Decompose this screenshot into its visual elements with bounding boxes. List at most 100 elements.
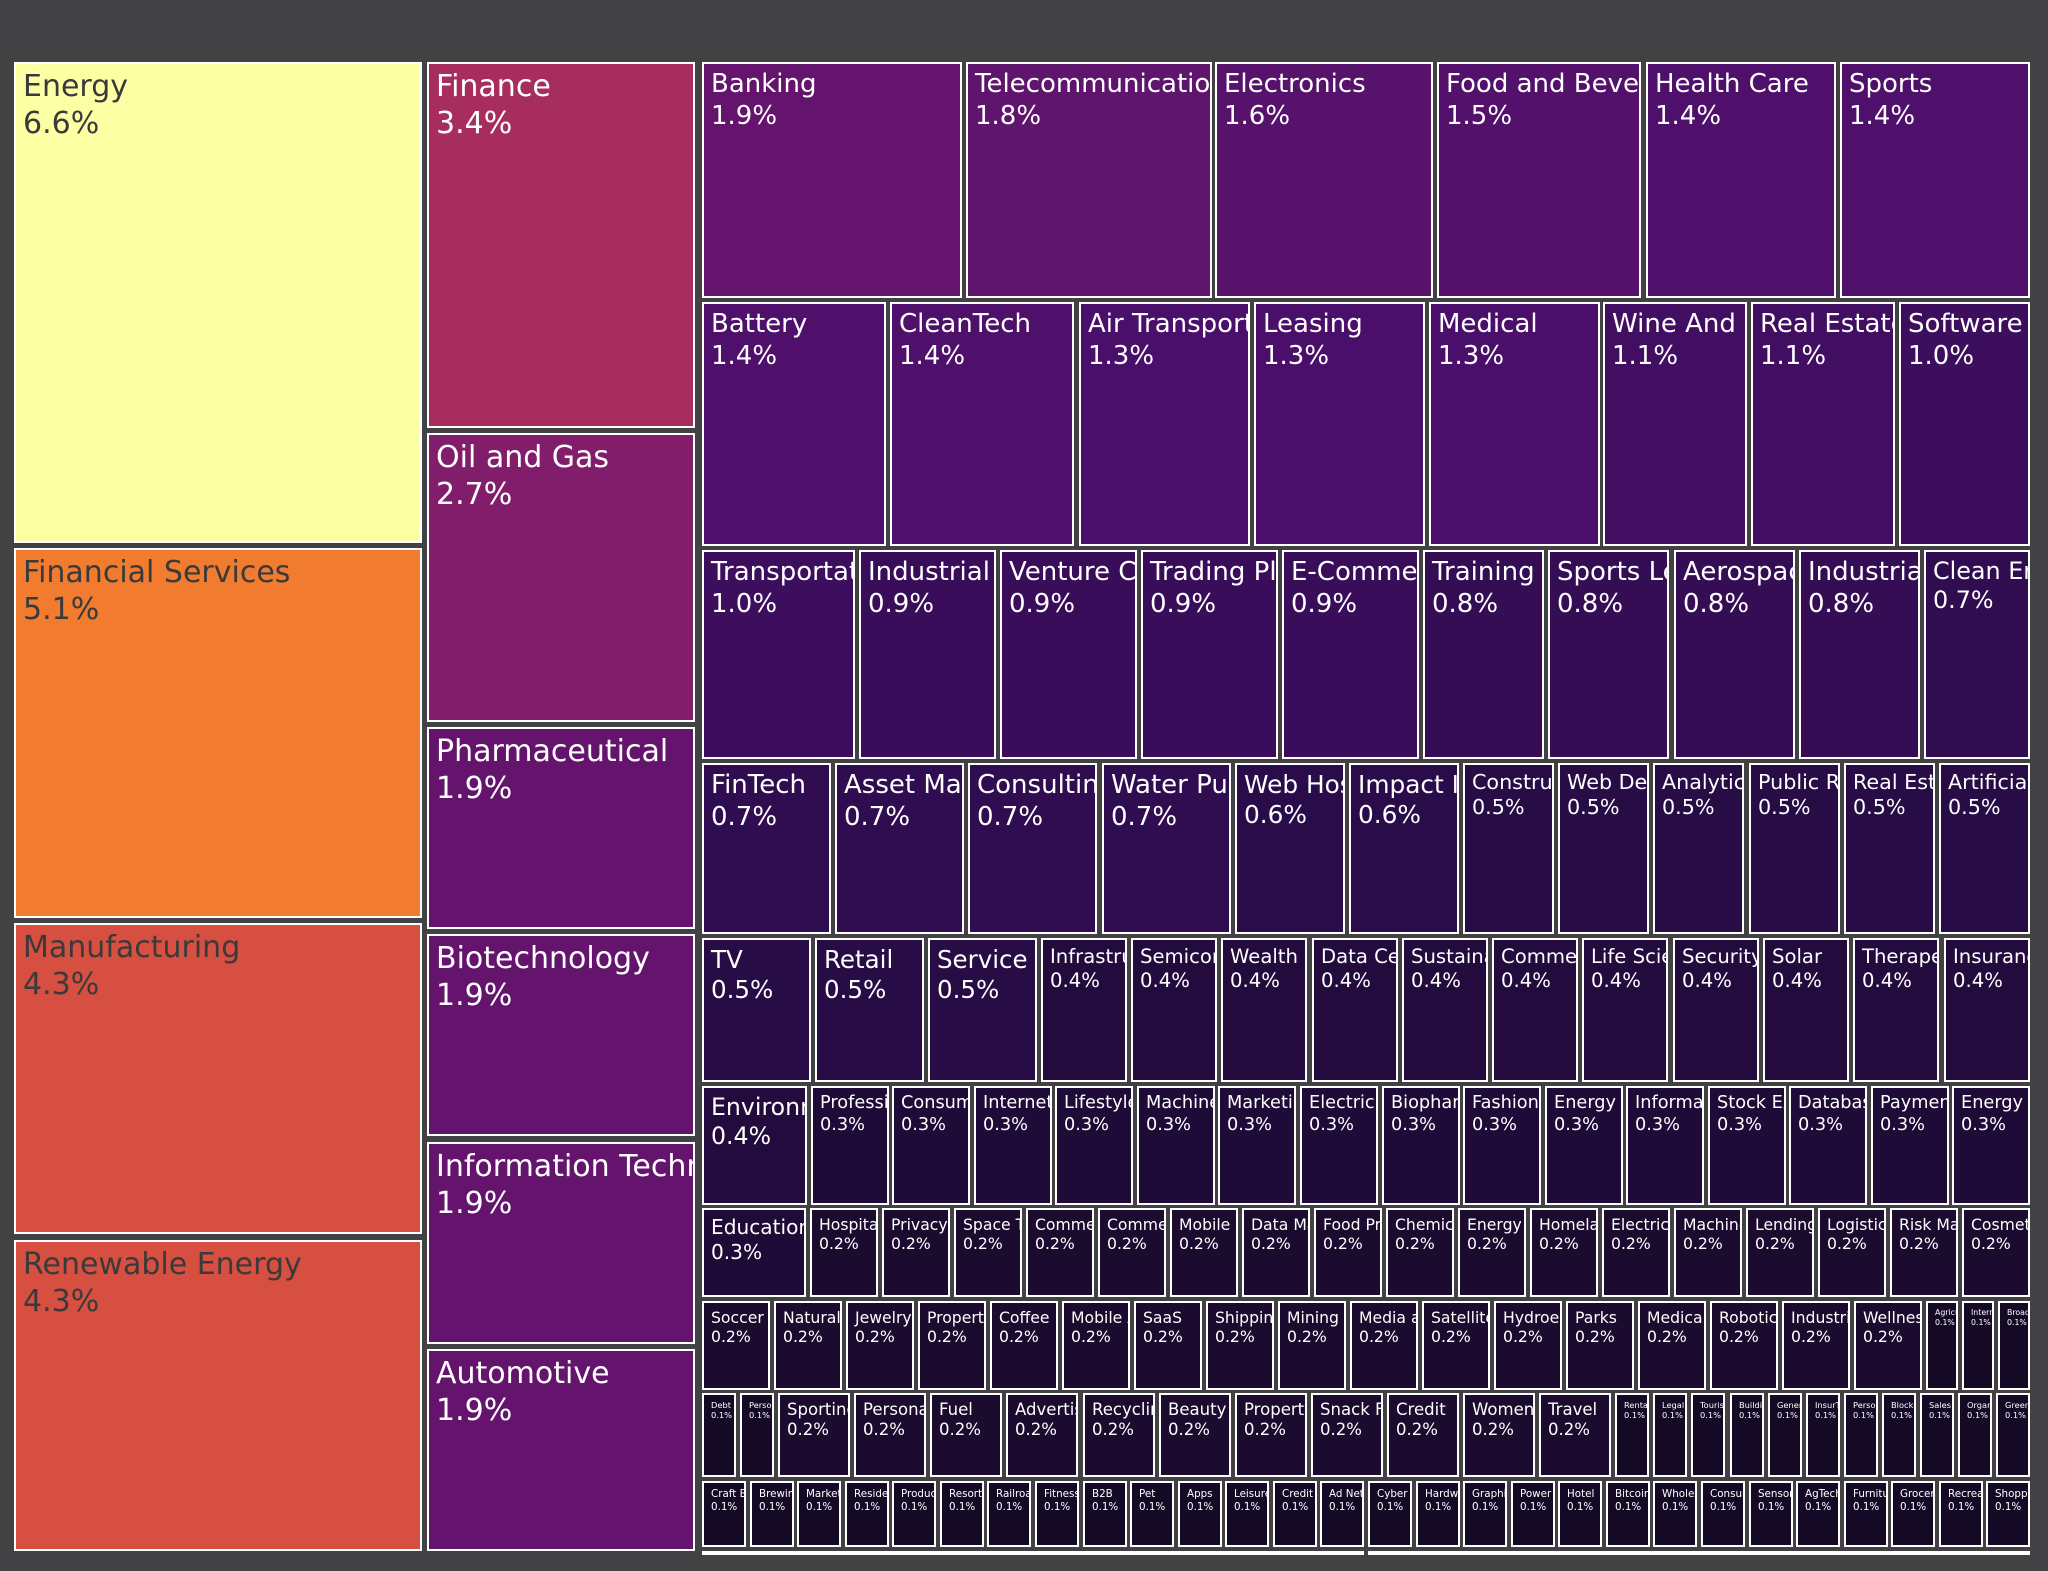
cell-label: Asset Management bbox=[844, 770, 962, 800]
treemap-cell: B2B 0.1% bbox=[1083, 1481, 1127, 1547]
cell-value: 0.3% bbox=[1880, 1114, 1926, 1135]
treemap-cell: Renewable Energy 4.3% bbox=[14, 1240, 422, 1551]
treemap-cell: Debt Collections0.1% bbox=[702, 1393, 736, 1477]
treemap-cell: Pet 0.1% bbox=[1130, 1481, 1174, 1547]
treemap-cell: Biopharma0.3% bbox=[1382, 1086, 1460, 1205]
treemap-cell: Residential0.1% bbox=[845, 1481, 889, 1547]
cell-value: 0.1% bbox=[1329, 1500, 1356, 1513]
cell-label: Resorts bbox=[949, 1488, 984, 1500]
treemap-cell: Generative AI0.1% bbox=[1768, 1393, 1802, 1477]
treemap-cell: Property Development0.2% bbox=[918, 1301, 986, 1390]
treemap-cell: Consumer Goods0.3% bbox=[892, 1086, 970, 1205]
treemap-cell: Shipping0.2% bbox=[1206, 1301, 1274, 1390]
treemap-cell: Privacy 0.2% bbox=[882, 1208, 950, 1297]
cell-value: 0.1% bbox=[1853, 1410, 1874, 1421]
cell-value: 1.9% bbox=[436, 1185, 513, 1221]
cell-value: 0.2% bbox=[939, 1420, 981, 1440]
cell-label: Food Processing bbox=[1323, 1215, 1381, 1234]
cell-label: Power Grid bbox=[1520, 1488, 1553, 1500]
treemap-cell: Water Purification0.7% bbox=[1102, 763, 1231, 934]
cell-label: Biotechnology bbox=[436, 941, 650, 976]
cell-value: 0.1% bbox=[1758, 1500, 1785, 1513]
cell-label: Credit Cards bbox=[1282, 1488, 1315, 1500]
treemap-cell: Outdoors0.1% bbox=[702, 1551, 1364, 1555]
treemap-cell: Public Relations0.5% bbox=[1749, 763, 1840, 934]
treemap-cell: Sports Leagues and Teams0.8% bbox=[1548, 550, 1669, 759]
cell-label: Pharmaceutical bbox=[436, 734, 669, 769]
cell-label: Web Development bbox=[1567, 770, 1648, 794]
treemap-cell: Graphic Design0.1% bbox=[1463, 1481, 1507, 1547]
cell-value: 0.4% bbox=[1050, 968, 1100, 992]
treemap-cell: Battery 1.4% bbox=[702, 302, 886, 546]
cell-value: 0.2% bbox=[1215, 1327, 1255, 1347]
cell-label: Cyber Security bbox=[1377, 1488, 1410, 1500]
cell-label: Stock Exchanges bbox=[1717, 1093, 1784, 1113]
cell-label: Satellite Communication bbox=[1431, 1308, 1490, 1327]
treemap-cell: Cosmetics0.2% bbox=[1962, 1208, 2030, 1297]
treemap-cell: Environmental Consulting0.4% bbox=[702, 1086, 807, 1205]
cell-label: Lending bbox=[1755, 1215, 1814, 1234]
cell-value: 0.1% bbox=[1282, 1500, 1309, 1513]
cell-value: 0.1% bbox=[1615, 1500, 1642, 1513]
cell-value: 0.1% bbox=[711, 1410, 732, 1421]
cell-label: Data Center bbox=[1321, 945, 1396, 968]
cell-value: 0.9% bbox=[1291, 588, 1358, 619]
cell-value: 0.2% bbox=[963, 1234, 1003, 1254]
cell-value: 0.1% bbox=[1995, 1500, 2022, 1513]
cell-label: Coffee bbox=[999, 1308, 1050, 1327]
cell-label: Clean Energy bbox=[1933, 557, 2028, 585]
treemap-cell: Satellite Communication0.2% bbox=[1422, 1301, 1490, 1390]
cell-value: 0.5% bbox=[711, 974, 774, 1004]
treemap-cell: Organic0.1% bbox=[1958, 1393, 1992, 1477]
cell-value: 0.2% bbox=[1107, 1234, 1147, 1254]
cell-value: 0.2% bbox=[1719, 1327, 1759, 1347]
cell-value: 0.5% bbox=[1567, 795, 1620, 820]
cell-value: 0.1% bbox=[749, 1410, 770, 1421]
cell-label: Property Development bbox=[927, 1308, 984, 1327]
treemap-cell: Professional Services0.3% bbox=[811, 1086, 889, 1205]
treemap-cell: Retail 0.5% bbox=[815, 938, 924, 1082]
treemap-cell: Broadcasting0.1% bbox=[1998, 1301, 2030, 1390]
cell-label: Personal Health bbox=[1853, 1400, 1876, 1410]
treemap-cell: Hardware0.1% bbox=[1416, 1481, 1460, 1547]
cell-label: Oil and Gas bbox=[436, 440, 610, 475]
cell-value: 0.1% bbox=[1377, 1500, 1404, 1513]
cell-value: 0.5% bbox=[1758, 795, 1811, 820]
treemap-cell: Therapeutics0.4% bbox=[1853, 938, 1939, 1082]
cell-value: 0.7% bbox=[977, 801, 1044, 832]
cell-label: Professional Services bbox=[820, 1093, 889, 1113]
treemap-cell: Information Technology1.9% bbox=[427, 1142, 695, 1344]
cell-value: 0.2% bbox=[999, 1327, 1039, 1347]
treemap-cell: Hotel 0.1% bbox=[1558, 1481, 1602, 1547]
cell-label: Sensor bbox=[1758, 1488, 1793, 1500]
cell-label: Snack Food bbox=[1320, 1400, 1381, 1419]
treemap-cell: Lending 0.2% bbox=[1746, 1208, 1814, 1297]
treemap-cell: Product Design0.1% bbox=[892, 1481, 936, 1547]
cell-label: Hospitality bbox=[819, 1215, 878, 1234]
cell-label: Bitcoin bbox=[1615, 1488, 1650, 1500]
cell-label: Property Management bbox=[1244, 1400, 1307, 1419]
cell-label: Finance bbox=[436, 69, 551, 104]
cell-label: Medical bbox=[1438, 309, 1538, 339]
cell-label: Industrial bbox=[868, 557, 990, 587]
cell-value: 0.2% bbox=[1683, 1234, 1723, 1254]
cell-label: Sports Leagues and Teams bbox=[1557, 557, 1667, 587]
treemap-cell: Media and Entertainment0.2% bbox=[1350, 1301, 1418, 1390]
cell-label: Recreation bbox=[1948, 1488, 1983, 1500]
cell-value: 0.2% bbox=[1396, 1420, 1438, 1440]
cell-value: 0.2% bbox=[1395, 1234, 1435, 1254]
cell-label: Hydroelectric bbox=[1503, 1308, 1560, 1327]
cell-label: Wellness bbox=[1863, 1308, 1920, 1327]
treemap-cell: Logistics0.2% bbox=[1818, 1208, 1886, 1297]
treemap-cell: Advertising0.2% bbox=[1006, 1393, 1078, 1477]
treemap-cell: Software 1.0% bbox=[1899, 302, 2030, 546]
cell-label: Media and Entertainment bbox=[1359, 1308, 1416, 1327]
treemap-cell: Marketing0.3% bbox=[1218, 1086, 1296, 1205]
treemap-cell: Wholesale0.1% bbox=[1653, 1481, 1697, 1547]
cell-label: Sales bbox=[1929, 1400, 1951, 1410]
cell-value: 0.8% bbox=[1432, 588, 1499, 619]
